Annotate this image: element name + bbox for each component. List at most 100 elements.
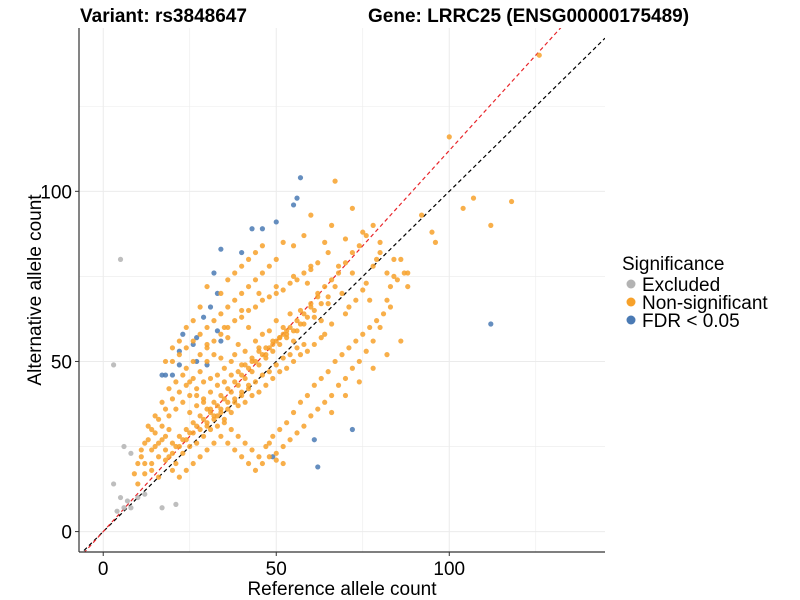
data-point-non-significant [249,447,255,453]
data-point-non-significant [176,352,182,358]
legend-key-fdr-0-05 [626,315,636,325]
data-point-non-significant [245,386,252,392]
data-point-non-significant [349,270,355,276]
data-point-non-significant [225,406,231,412]
data-point-non-significant [207,409,214,416]
data-point-non-significant [356,379,362,385]
data-point-non-significant [273,290,279,297]
data-point-non-significant [287,311,293,317]
data-point-fdr-0-05 [259,226,266,232]
data-point-non-significant [159,399,165,405]
data-point-non-significant [266,263,272,269]
data-point-non-significant [162,447,169,453]
data-point-non-significant [308,212,314,218]
data-point-non-significant [183,467,189,473]
data-point-non-significant [211,440,217,446]
data-point-non-significant [200,396,207,402]
data-point-non-significant [214,403,221,409]
data-point-non-significant [266,328,272,334]
data-point-fdr-0-05 [249,226,255,232]
data-point-non-significant [325,249,331,256]
data-point-non-significant [169,396,176,402]
data-point-non-significant [432,239,439,245]
data-point-non-significant [308,266,314,273]
data-point-non-significant [138,447,144,453]
data-point-non-significant [142,440,148,446]
data-point-non-significant [322,399,328,405]
data-point-non-significant [329,222,335,228]
data-point-non-significant [197,413,203,419]
data-point-non-significant [183,365,189,371]
data-point-non-significant [342,260,349,266]
data-point-non-significant [194,392,200,399]
data-point-non-significant [301,423,307,429]
data-point-non-significant [277,341,283,348]
data-point-non-significant [380,311,387,317]
data-point-non-significant [256,454,262,460]
data-point-non-significant [211,318,217,324]
data-point-non-significant [162,406,169,412]
data-point-non-significant [232,297,238,303]
data-point-non-significant [232,270,238,276]
data-point-non-significant [339,290,345,297]
data-point-non-significant [218,433,224,439]
data-point-non-significant [266,454,272,460]
data-point-non-significant [335,382,342,388]
data-point-non-significant [245,307,252,314]
data-point-non-significant [176,443,182,450]
data-point-non-significant [259,270,266,276]
legend-title: Significance [622,254,724,275]
data-point-fdr-0-05 [214,328,221,334]
data-point-non-significant [508,198,515,205]
data-point-non-significant [162,457,169,463]
data-point-non-significant [374,256,380,262]
data-point-non-significant [169,450,176,456]
data-point-non-significant [221,396,227,402]
data-point-non-significant [173,379,179,385]
data-point-non-significant [270,375,276,382]
data-point-non-significant [180,399,186,405]
data-point-non-significant [232,379,238,385]
data-point-non-significant [304,392,310,399]
data-point-non-significant [149,426,155,433]
data-point-non-significant [342,311,349,317]
data-point-non-significant [214,382,221,388]
data-point-non-significant [287,280,293,286]
data-point-non-significant [391,273,397,279]
data-point-non-significant [277,426,283,433]
data-point-non-significant [252,277,259,283]
data-point-non-significant [259,331,266,337]
data-point-non-significant [221,416,227,422]
data-point-non-significant [245,256,252,262]
data-point-non-significant [190,430,196,436]
data-point-non-significant [367,324,373,331]
data-point-non-significant [190,358,196,365]
data-point-non-significant [335,270,342,276]
data-point-non-significant [301,270,307,276]
legend-key-excluded [626,279,636,289]
data-point-non-significant [228,372,234,378]
data-point-non-significant [370,338,376,344]
data-point-non-significant [235,369,241,375]
data-point-fdr-0-05 [207,304,214,310]
data-point-non-significant [280,239,286,245]
data-point-non-significant [308,413,314,419]
data-point-non-significant [135,481,141,487]
chart-title-variant: Variant: rs3848647 [80,6,247,27]
data-point-non-significant [329,409,335,416]
data-point-non-significant [280,287,286,293]
data-point-non-significant [155,440,162,446]
data-point-non-significant [235,341,241,348]
data-point-non-significant [135,460,141,467]
data-point-non-significant [363,348,369,354]
data-point-non-significant [322,239,328,245]
data-point-non-significant [377,249,383,256]
data-point-non-significant [294,345,300,351]
data-point-non-significant [297,399,304,405]
data-point-non-significant [232,352,238,358]
data-point-non-significant [197,369,203,375]
data-point-non-significant [211,416,217,422]
legend-label: Non-significant [642,293,768,314]
data-point-non-significant [204,283,210,290]
data-point-non-significant [374,318,380,324]
